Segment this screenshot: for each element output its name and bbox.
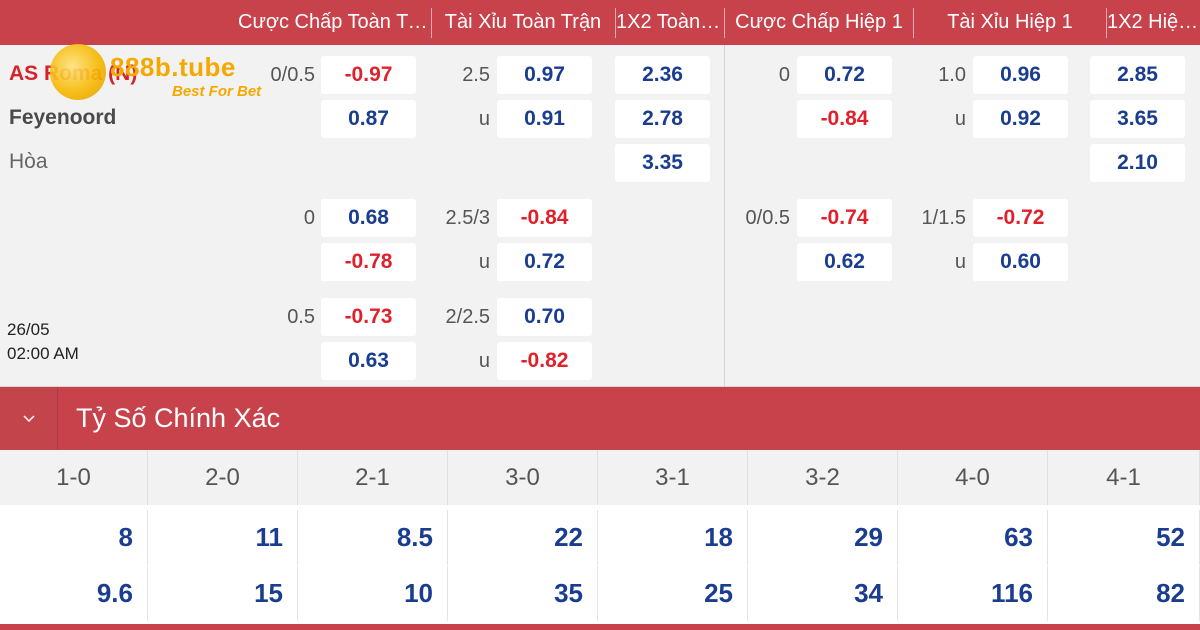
total-line: 1.0 — [938, 64, 966, 86]
odds-button[interactable]: 2.36 — [615, 56, 710, 94]
under-label: u — [478, 108, 490, 130]
handicap-line: 0 — [778, 64, 790, 86]
score-odds-button[interactable]: 15 — [148, 566, 298, 621]
score-header: 2-1 — [298, 450, 448, 505]
header-divider — [615, 8, 616, 38]
odds-button[interactable]: 2.78 — [615, 100, 710, 138]
odds-button[interactable]: 3.35 — [615, 144, 710, 182]
score-odds-button[interactable]: 10 — [298, 566, 448, 621]
col-overunder-h1[interactable]: Tài Xỉu Hiệp 1 — [947, 11, 1073, 33]
score-odds-button[interactable]: 8 — [0, 510, 148, 565]
odds-button[interactable]: -0.97 — [321, 56, 416, 94]
score-header: 3-0 — [448, 450, 598, 505]
handicap-line: 0/0.5 — [270, 64, 315, 86]
score-odds-button[interactable]: 116 — [898, 566, 1048, 621]
handicap-line: 0.5 — [287, 306, 315, 328]
score-odds-button[interactable]: 29 — [748, 510, 898, 565]
team-away: Feyenoord — [9, 106, 117, 129]
score-header: 3-1 — [598, 450, 748, 505]
score-header: 4-0 — [898, 450, 1048, 505]
col-overunder-ft[interactable]: Tài Xỉu Toàn Trận — [444, 11, 602, 33]
total-line: 2.5 — [462, 64, 490, 86]
odds-button[interactable]: -0.84 — [497, 199, 592, 237]
total-line: 2.5/3 — [445, 207, 490, 229]
score-odds-button[interactable]: 8.5 — [298, 510, 448, 565]
match-date: 26/05 — [7, 320, 50, 339]
logo-coin-icon — [50, 44, 106, 100]
team-draw: Hòa — [9, 150, 48, 173]
header-divider — [1106, 8, 1107, 38]
odds-button[interactable]: 2.85 — [1090, 56, 1185, 94]
odds-button[interactable]: 0.87 — [321, 100, 416, 138]
odds-button[interactable]: -0.84 — [797, 100, 892, 138]
header-divider — [913, 8, 914, 38]
score-odds-button[interactable]: 63 — [898, 510, 1048, 565]
half-divider — [724, 45, 725, 387]
odds-button[interactable]: -0.74 — [797, 199, 892, 237]
score-odds-button[interactable]: 22 — [448, 510, 598, 565]
col-1x2-h1[interactable]: 1X2 Hiệp 1 — [1107, 11, 1200, 33]
under-label: u — [478, 350, 490, 372]
section-title: Tỷ Số Chính Xác — [76, 403, 281, 433]
score-header: 3-2 — [748, 450, 898, 505]
score-odds-button[interactable]: 9.6 — [0, 566, 148, 621]
score-odds-button[interactable]: 52 — [1048, 510, 1200, 565]
score-odds-button[interactable]: 35 — [448, 566, 598, 621]
odds-button[interactable]: 0.63 — [321, 342, 416, 380]
odds-button[interactable]: 0.60 — [973, 243, 1068, 281]
handicap-line: 0/0.5 — [745, 207, 790, 229]
odds-button[interactable]: 0.97 — [497, 56, 592, 94]
logo-tagline: Best For Bet — [172, 83, 262, 100]
score-header: 1-0 — [0, 450, 148, 505]
chevron-down-icon[interactable] — [0, 387, 58, 450]
odds-button[interactable]: 0.72 — [797, 56, 892, 94]
score-header: 4-1 — [1048, 450, 1200, 505]
odds-button[interactable]: 0.92 — [973, 100, 1068, 138]
odds-header: Cược Chấp Toàn Trận Tài Xỉu Toàn Trận 1X… — [0, 0, 1200, 45]
match-time: 02:00 AM — [7, 344, 79, 363]
score-odds-button[interactable]: 25 — [598, 566, 748, 621]
under-label: u — [478, 251, 490, 273]
header-divider — [431, 8, 432, 38]
col-handicap-ft[interactable]: Cược Chấp Toàn Trận — [238, 11, 430, 33]
under-label: u — [954, 251, 966, 273]
col-1x2-ft[interactable]: 1X2 Toàn Trận — [616, 11, 724, 33]
score-odds-button[interactable]: 11 — [148, 510, 298, 565]
bottom-accent — [0, 624, 1200, 630]
odds-button[interactable]: 0.70 — [497, 298, 592, 336]
odds-button[interactable]: -0.72 — [973, 199, 1068, 237]
correct-score-section[interactable]: Tỷ Số Chính Xác — [0, 387, 1200, 450]
header-divider — [724, 8, 725, 38]
under-label: u — [954, 108, 966, 130]
score-odds-button[interactable]: 34 — [748, 566, 898, 621]
score-header: 2-0 — [148, 450, 298, 505]
odds-button[interactable]: 3.65 — [1090, 100, 1185, 138]
odds-button[interactable]: -0.78 — [321, 243, 416, 281]
odds-button[interactable]: 0.68 — [321, 199, 416, 237]
col-handicap-h1[interactable]: Cược Chấp Hiệp 1 — [735, 11, 903, 33]
odds-button[interactable]: 2.10 — [1090, 144, 1185, 182]
odds-button[interactable]: 0.91 — [497, 100, 592, 138]
odds-button[interactable]: -0.73 — [321, 298, 416, 336]
total-line: 2/2.5 — [445, 306, 490, 328]
odds-button[interactable]: 0.72 — [497, 243, 592, 281]
odds-button[interactable]: 0.96 — [973, 56, 1068, 94]
odds-button[interactable]: 0.62 — [797, 243, 892, 281]
score-odds-button[interactable]: 18 — [598, 510, 748, 565]
total-line: 1/1.5 — [921, 207, 966, 229]
brand-logo: 888b.tube Best For Bet — [50, 44, 280, 104]
odds-button[interactable]: -0.82 — [497, 342, 592, 380]
score-odds-button[interactable]: 82 — [1048, 566, 1200, 621]
handicap-line: 0 — [303, 207, 315, 229]
logo-text: 888b.tube — [110, 52, 236, 82]
